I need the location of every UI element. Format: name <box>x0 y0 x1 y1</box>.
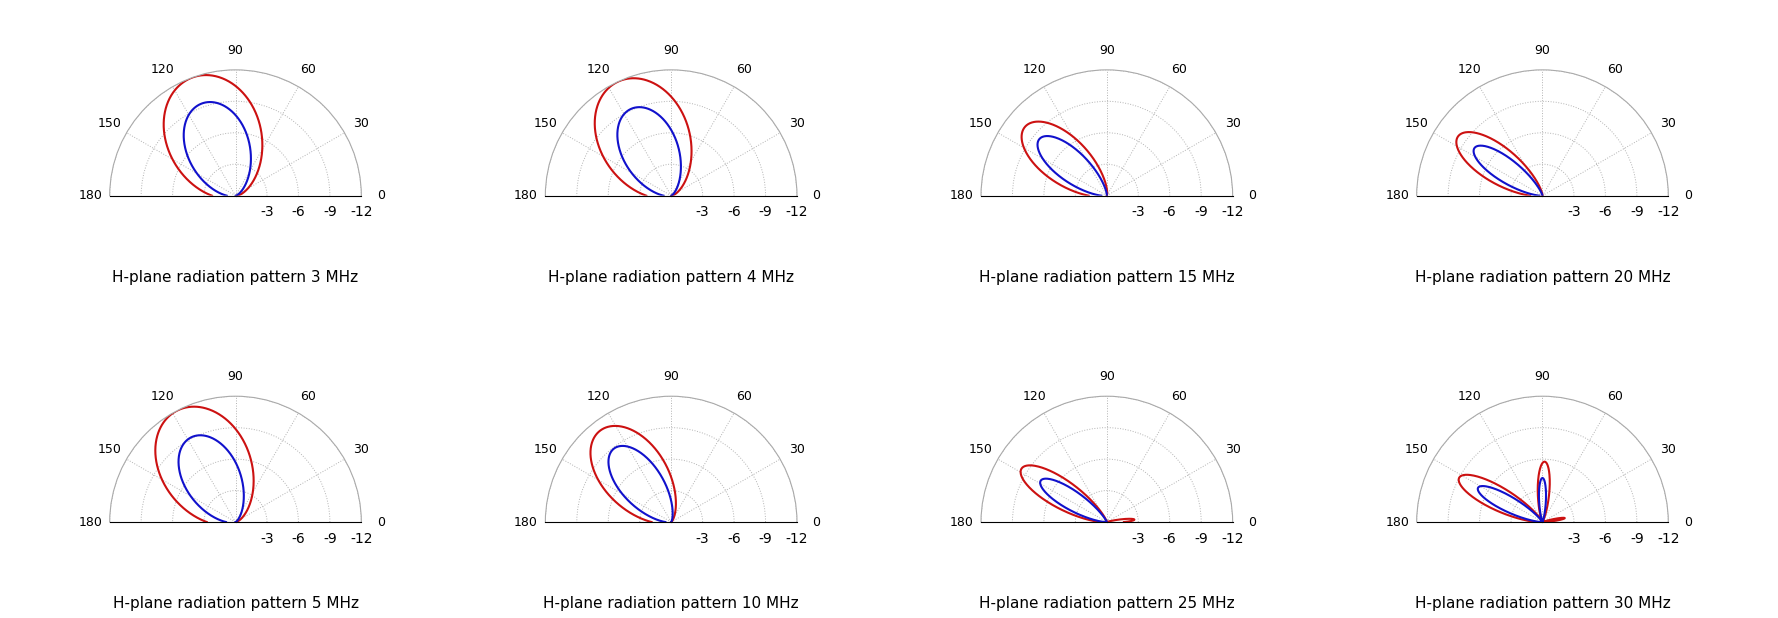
X-axis label: H-plane radiation pattern 15 MHz: H-plane radiation pattern 15 MHz <box>980 269 1234 285</box>
X-axis label: H-plane radiation pattern 25 MHz: H-plane radiation pattern 25 MHz <box>980 596 1234 611</box>
X-axis label: H-plane radiation pattern 20 MHz: H-plane radiation pattern 20 MHz <box>1415 269 1670 285</box>
X-axis label: H-plane radiation pattern 4 MHz: H-plane radiation pattern 4 MHz <box>548 269 795 285</box>
X-axis label: H-plane radiation pattern 10 MHz: H-plane radiation pattern 10 MHz <box>544 596 798 611</box>
X-axis label: H-plane radiation pattern 3 MHz: H-plane radiation pattern 3 MHz <box>112 269 359 285</box>
X-axis label: H-plane radiation pattern 5 MHz: H-plane radiation pattern 5 MHz <box>112 596 359 611</box>
X-axis label: H-plane radiation pattern 30 MHz: H-plane radiation pattern 30 MHz <box>1415 596 1670 611</box>
